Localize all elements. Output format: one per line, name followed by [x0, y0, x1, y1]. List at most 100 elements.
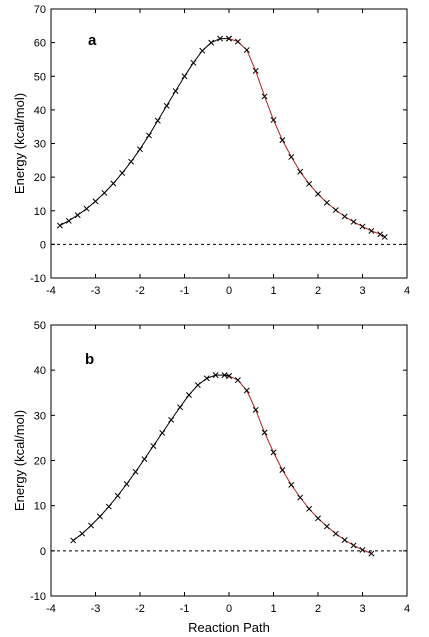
- data-point: [56, 222, 63, 229]
- y-tick-label: 20: [34, 456, 46, 468]
- x-tick-label: 1: [270, 285, 276, 297]
- data-point: [350, 542, 357, 549]
- data-point: [88, 522, 95, 529]
- data-point: [226, 35, 232, 42]
- data-point: [332, 530, 339, 537]
- data-point: [65, 217, 72, 224]
- y-tick-label: 0: [40, 546, 46, 558]
- y-tick-label: -10: [30, 273, 46, 285]
- data-point: [306, 180, 313, 187]
- data-point: [288, 481, 295, 488]
- data-point: [150, 443, 157, 450]
- data-point: [368, 550, 375, 557]
- panel-label: a: [88, 32, 97, 49]
- y-tick-label: 20: [34, 172, 46, 184]
- data-point: [234, 38, 241, 45]
- data-point: [279, 137, 286, 144]
- x-tick-label: -2: [135, 603, 145, 615]
- data-point: [350, 218, 357, 225]
- data-point: [105, 503, 112, 510]
- data-point: [270, 449, 277, 456]
- x-tick-label: -4: [46, 603, 56, 615]
- data-point: [368, 227, 375, 234]
- y-tick-label: 50: [34, 71, 46, 83]
- data-point: [359, 223, 366, 230]
- data-point: [359, 546, 366, 553]
- data-point: [163, 102, 170, 109]
- data-point: [261, 429, 268, 436]
- data-point: [119, 170, 126, 177]
- x-tick-label: -2: [135, 285, 145, 297]
- data-point: [279, 467, 286, 473]
- y-tick-label: 70: [34, 4, 46, 16]
- x-tick-label: -3: [91, 285, 101, 297]
- y-tick-label: 40: [34, 105, 46, 117]
- data-point: [194, 382, 201, 389]
- y-tick-label: 0: [40, 239, 46, 251]
- x-tick-label: 3: [359, 603, 365, 615]
- y-tick-label: 30: [34, 410, 46, 422]
- data-point: [243, 47, 250, 53]
- data-point: [288, 153, 295, 160]
- data-point: [315, 190, 321, 197]
- data-point: [252, 67, 259, 74]
- x-tick-label: 2: [315, 285, 321, 297]
- y-tick-label: 10: [34, 501, 46, 513]
- x-tick-label: -4: [46, 285, 56, 297]
- data-point: [217, 35, 224, 42]
- data-point: [323, 199, 330, 206]
- data-point: [226, 373, 232, 379]
- data-point: [203, 375, 210, 382]
- y-axis-label: Energy (kcal/mol): [12, 93, 27, 194]
- x-tick-label: 1: [270, 603, 276, 615]
- y-tick-label: 30: [34, 139, 46, 151]
- data-point: [270, 117, 277, 123]
- data-point: [190, 59, 197, 66]
- data-point: [172, 88, 179, 94]
- data-point: [252, 406, 259, 413]
- data-point: [96, 513, 103, 520]
- data-point: [154, 117, 161, 124]
- plot-frame: [50, 324, 408, 597]
- data-point: [261, 93, 268, 100]
- data-point: [208, 39, 215, 46]
- x-tick-label: -3: [91, 603, 101, 615]
- panel-label: b: [85, 351, 94, 368]
- data-point: [141, 456, 148, 463]
- data-point: [145, 132, 152, 139]
- y-tick-label: 50: [34, 320, 46, 332]
- data-point: [234, 377, 241, 384]
- x-tick-label: 3: [359, 285, 365, 297]
- data-point: [323, 523, 330, 530]
- data-point: [381, 234, 388, 240]
- x-tick-label: 2: [315, 603, 321, 615]
- data-point: [79, 530, 86, 537]
- x-tick-label: 0: [226, 603, 232, 615]
- data-point: [128, 158, 135, 165]
- x-tick-label: -1: [180, 603, 190, 615]
- data-point: [306, 505, 313, 512]
- data-point: [110, 180, 117, 187]
- plot-frame: [50, 8, 408, 279]
- data-point: [221, 372, 228, 379]
- data-point: [177, 404, 184, 411]
- data-point: [74, 212, 81, 219]
- data-point: [83, 205, 90, 212]
- data-point: [114, 492, 121, 499]
- data-point: [168, 416, 175, 423]
- y-axis-label: Energy (kcal/mol): [12, 410, 27, 511]
- y-tick-label: 40: [34, 365, 46, 377]
- x-axis-label: Reaction Path: [188, 620, 270, 635]
- x-tick-label: -1: [180, 285, 190, 297]
- data-point: [123, 481, 130, 487]
- x-tick-label: 4: [404, 603, 410, 615]
- data-point: [132, 468, 139, 475]
- data-point: [181, 73, 188, 80]
- data-point: [70, 537, 77, 544]
- data-point: [332, 207, 339, 214]
- x-tick-label: 0: [226, 285, 232, 297]
- y-tick-label: -10: [30, 591, 46, 603]
- data-point: [341, 213, 348, 220]
